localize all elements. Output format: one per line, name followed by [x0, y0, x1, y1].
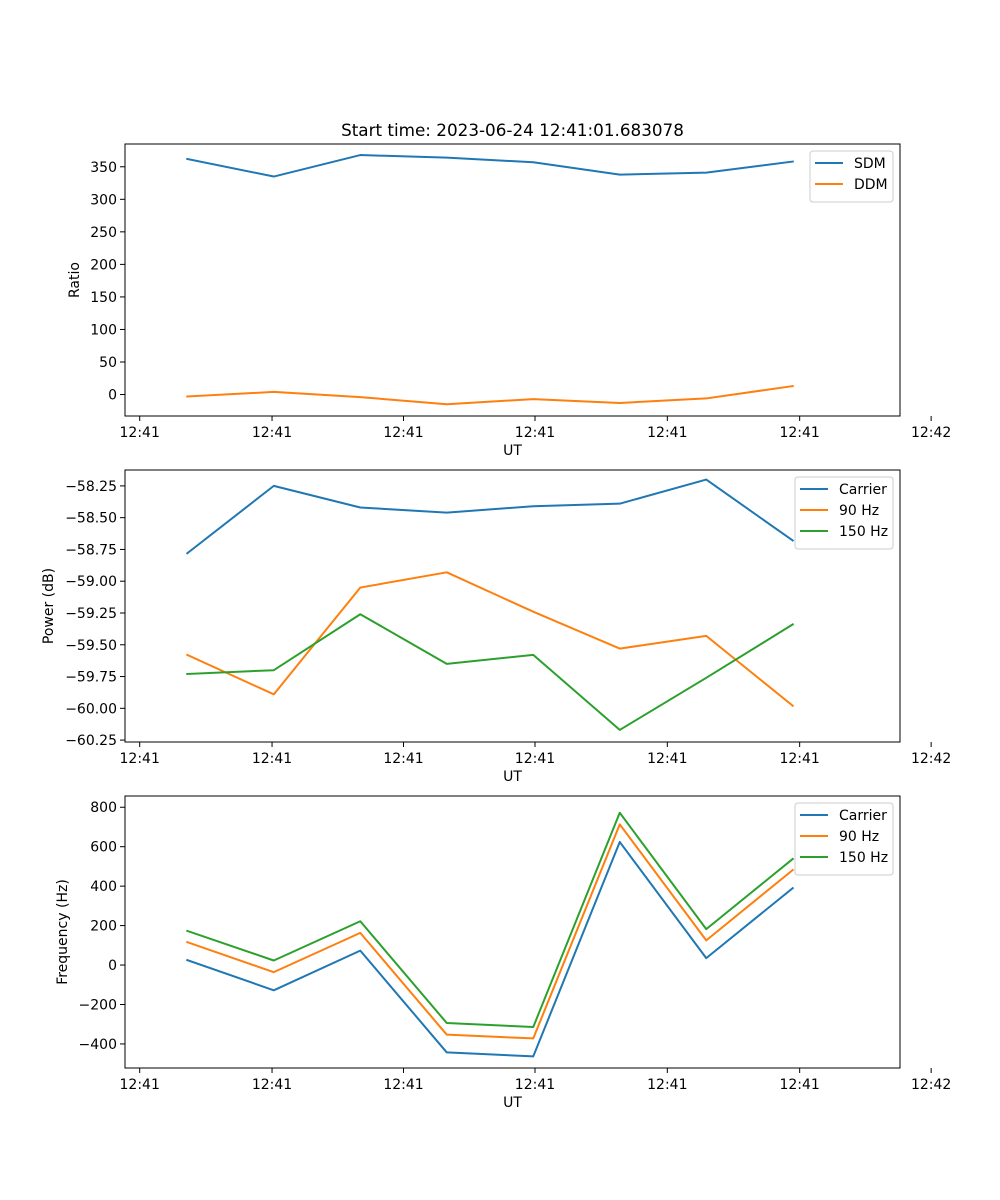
x-tick-label: 12:41 — [779, 1077, 819, 1093]
series-line-sdm — [186, 154, 794, 178]
y-tick-label: 400 — [90, 879, 117, 895]
y-tick-label: −400 — [79, 1037, 117, 1053]
legend-label: 150 Hz — [839, 850, 888, 866]
series-line-ddm — [186, 384, 794, 406]
panels: 12:41 12:41 12:41 12:41 12:41 12:41 12:42 0 50 10… — [41, 143, 951, 1111]
x-tick-label: 12:41 — [120, 425, 160, 441]
axes-frame — [124, 143, 901, 417]
x-tick-label: 12:41 — [120, 1077, 160, 1093]
legend-label: DDM — [854, 177, 888, 193]
x-tick-label: 12:41 — [383, 1077, 423, 1093]
x-tick-label: 12:41 — [779, 751, 819, 767]
y-axis-label: Power (dB) — [41, 568, 57, 644]
x-tick-label: 12:41 — [383, 425, 423, 441]
x-tick-label: 12:42 — [911, 751, 951, 767]
x-tick-label: 12:41 — [515, 751, 555, 767]
series-line-150-hz — [186, 811, 795, 1028]
legend-label: SDM — [854, 156, 886, 172]
x-tick-label: 12:41 — [120, 751, 160, 767]
x-tick-label: 12:41 — [647, 1077, 687, 1093]
legend-label: Carrier — [839, 808, 887, 824]
y-tick-label: 150 — [90, 290, 117, 306]
legend-label: 90 Hz — [839, 503, 879, 519]
y-tick-label: −60.25 — [65, 733, 117, 749]
x-tick-label: 12:41 — [779, 425, 819, 441]
y-tick-label: 100 — [90, 322, 117, 338]
legend-label: 150 Hz — [839, 524, 888, 540]
y-tick-label: −59.00 — [65, 574, 117, 590]
y-tick-label: 600 — [90, 840, 117, 856]
x-tick-label: 12:41 — [252, 751, 292, 767]
series-line-90-hz — [186, 823, 795, 1040]
y-tick-label: −58.25 — [65, 479, 117, 495]
legend-label: Carrier — [839, 482, 887, 498]
chart-panel-2: 12:41 12:41 12:41 12:41 12:41 12:41 12:42 −60.2… — [41, 469, 951, 785]
x-tick-label: 12:41 — [252, 425, 292, 441]
y-tick-label: 200 — [90, 257, 117, 273]
x-tick-label: 12:41 — [252, 1077, 292, 1093]
y-tick-label: −59.75 — [65, 670, 117, 686]
y-axis-label: Ratio — [67, 262, 83, 298]
x-tick-label: 12:41 — [647, 751, 687, 767]
figure-title: Start time: 2023-06-24 12:41:01.683078 — [341, 120, 684, 140]
legend: Carrier 90 Hz 150 Hz — [794, 802, 894, 876]
series-line-carrier — [186, 840, 795, 1058]
x-axis-label: UT — [503, 1095, 522, 1111]
axes-frame — [124, 469, 901, 743]
y-tick-label: 0 — [108, 958, 117, 974]
x-tick-label: 12:41 — [515, 425, 555, 441]
series-line-150-hz — [186, 613, 795, 731]
x-axis-label: UT — [503, 769, 522, 785]
series-line-90-hz — [185, 571, 795, 708]
y-tick-label: 300 — [90, 192, 117, 208]
y-tick-label: 200 — [90, 919, 117, 935]
axes-frame — [124, 795, 901, 1069]
chart-panel-3: 12:41 12:41 12:41 12:41 12:41 12:41 12:42 −400 −… — [55, 795, 951, 1111]
legend: SDM DDM — [809, 150, 894, 203]
legend-label: 90 Hz — [839, 829, 879, 845]
series-line-carrier — [185, 478, 795, 555]
x-tick-label: 12:41 — [383, 751, 423, 767]
y-tick-label: −58.75 — [65, 542, 117, 558]
y-tick-label: 250 — [90, 225, 117, 241]
y-axis-label: Frequency (Hz) — [55, 879, 71, 985]
y-tick-label: −59.50 — [65, 638, 117, 654]
y-tick-label: 350 — [90, 160, 117, 176]
y-tick-label: −200 — [79, 997, 117, 1013]
chart-panel-1: 12:41 12:41 12:41 12:41 12:41 12:41 12:42 0 50 10… — [67, 143, 951, 459]
x-axis-label: UT — [503, 443, 522, 459]
x-tick-label: 12:42 — [911, 1077, 951, 1093]
y-tick-label: 50 — [99, 355, 117, 371]
legend: Carrier 90 Hz 150 Hz — [794, 476, 894, 550]
y-tick-label: 800 — [90, 800, 117, 816]
y-tick-label: 0 — [108, 388, 117, 404]
y-tick-label: −60.00 — [65, 701, 117, 717]
x-tick-label: 12:42 — [911, 425, 951, 441]
x-tick-label: 12:41 — [647, 425, 687, 441]
x-tick-label: 12:41 — [515, 1077, 555, 1093]
y-tick-label: −59.25 — [65, 606, 117, 622]
y-tick-label: −58.50 — [65, 511, 117, 527]
